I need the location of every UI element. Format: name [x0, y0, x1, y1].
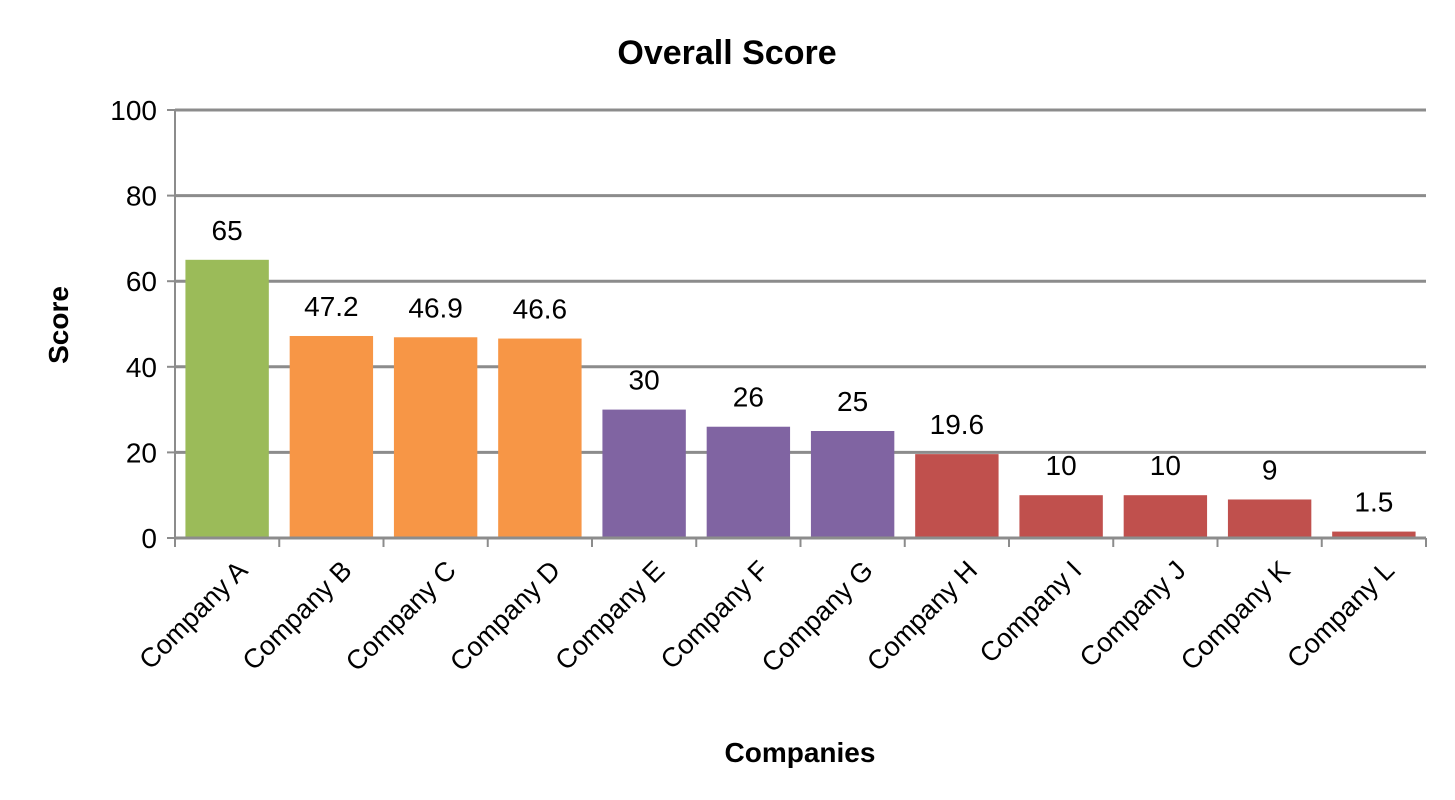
- x-tick-label: Company I: [974, 555, 1088, 669]
- bar-company-g: [810, 431, 895, 538]
- x-tick-label: Company A: [133, 555, 253, 675]
- y-axis-title: Score: [43, 286, 74, 364]
- bar-company-k: [1227, 499, 1312, 538]
- data-label: 46.9: [408, 292, 463, 323]
- data-label: 30: [629, 365, 660, 396]
- data-label: 47.2: [304, 291, 359, 322]
- x-tick-label: Company G: [756, 555, 879, 678]
- bar-company-h: [915, 454, 999, 538]
- data-label: 26: [733, 382, 764, 413]
- bar-company-i: [1019, 495, 1103, 538]
- data-label: 19.6: [930, 409, 985, 440]
- x-tick-label: Company B: [237, 555, 358, 676]
- data-label: 65: [212, 215, 243, 246]
- bars: [185, 259, 1416, 538]
- bar-company-j: [1123, 495, 1208, 538]
- y-tick-label: 0: [141, 523, 157, 554]
- x-tick-label: Company E: [549, 555, 670, 676]
- chart-title: Overall Score: [617, 34, 836, 72]
- x-tick-label: Company C: [340, 555, 462, 677]
- x-tick-label: Company K: [1175, 555, 1296, 676]
- y-tick-label: 100: [110, 95, 157, 126]
- x-tick-label: Company D: [444, 555, 566, 677]
- data-label: 1.5: [1354, 487, 1393, 518]
- bar-company-d: [498, 338, 582, 538]
- x-tick-label: Company L: [1281, 555, 1400, 674]
- bar-company-b: [289, 335, 374, 538]
- data-label: 25: [837, 386, 868, 417]
- bar-company-a: [185, 259, 269, 538]
- data-label: 46.6: [513, 294, 568, 325]
- y-tick-label: 60: [126, 266, 157, 297]
- axes: [167, 109, 1427, 547]
- bar-company-l: [1332, 531, 1416, 538]
- bar-company-c: [393, 337, 478, 538]
- y-tick-label: 40: [126, 352, 157, 383]
- y-tick-label: 80: [126, 181, 157, 212]
- x-axis-title: Companies: [725, 737, 876, 768]
- x-tick-label: Company H: [861, 555, 983, 677]
- data-label: 10: [1046, 450, 1077, 481]
- data-label: 9: [1262, 454, 1278, 485]
- y-tick-label: 20: [126, 437, 157, 468]
- data-label: 10: [1150, 450, 1181, 481]
- bar-company-f: [706, 426, 791, 538]
- gridlines: [175, 108, 1426, 454]
- bar-company-e: [602, 409, 686, 538]
